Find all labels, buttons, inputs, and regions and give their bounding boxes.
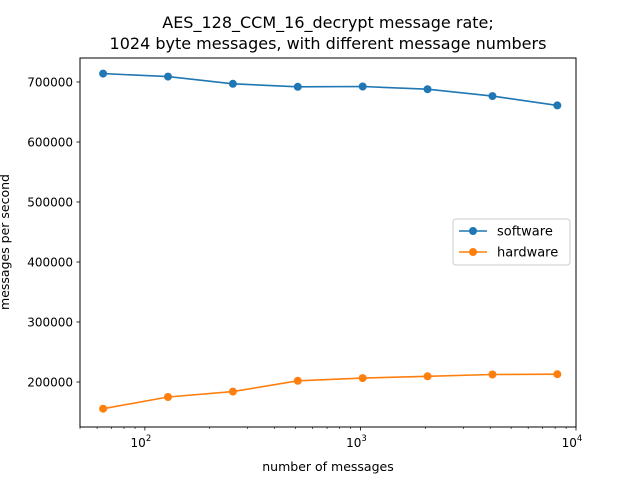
- legend-label-software: software: [497, 225, 553, 240]
- x-axis-label: number of messages: [262, 459, 393, 474]
- y-tick-label: 200000: [27, 375, 73, 389]
- y-tick-label: 700000: [27, 75, 73, 89]
- data-point-hardware: [163, 393, 172, 401]
- plot-area-frame: [79, 57, 577, 428]
- x-tick-label: 103: [346, 434, 367, 450]
- data-point-software: [358, 82, 367, 91]
- y-tick-label: 500000: [27, 195, 73, 209]
- data-point-software: [293, 82, 302, 91]
- data-point-hardware: [228, 387, 237, 396]
- data-point-software: [423, 85, 432, 94]
- chart-title-line-2: 1024 byte messages, with different messa…: [110, 34, 547, 53]
- chart-title-line-1: AES_128_CCM_16_decrypt message rate;: [162, 13, 494, 33]
- data-point-software: [553, 101, 562, 110]
- y-axis-label: messages per second: [0, 174, 12, 310]
- data-point-hardware: [488, 370, 497, 379]
- data-point-hardware: [99, 404, 108, 413]
- data-point-software: [99, 69, 108, 78]
- y-tick-label: 600000: [27, 135, 73, 149]
- data-point-software: [163, 72, 172, 81]
- y-tick-label: 300000: [27, 315, 73, 329]
- series-line-hardware: [102, 373, 558, 410]
- x-tick-label: 104: [562, 434, 583, 450]
- data-point-hardware: [358, 374, 367, 383]
- data-point-software: [228, 79, 237, 88]
- data-point-software: [488, 92, 497, 101]
- data-point-hardware: [423, 372, 432, 381]
- legend-marker-software: [469, 227, 477, 235]
- legend-marker-hardware: [469, 248, 477, 256]
- series-line-software: [103, 72, 558, 107]
- legend-label-hardware: hardware: [497, 246, 558, 261]
- x-tick-label: 102: [131, 434, 152, 450]
- data-point-hardware: [553, 370, 562, 379]
- y-tick-label: 400000: [27, 255, 73, 269]
- data-point-hardware: [293, 376, 302, 385]
